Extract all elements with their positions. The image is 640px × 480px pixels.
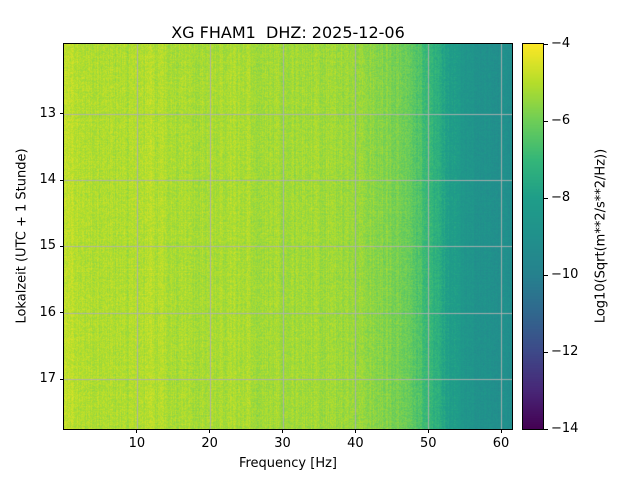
colorbar-canvas — [523, 44, 543, 429]
colorbar-tick-label: −4 — [551, 36, 571, 51]
x-tick-label: 50 — [419, 436, 437, 451]
y-tick-label: 17 — [39, 371, 56, 387]
colorbar-tick-mark — [544, 197, 548, 199]
y-tick-mark — [60, 245, 64, 247]
colorbar-tick-label: −14 — [551, 421, 579, 436]
x-tick-label: 40 — [347, 436, 364, 451]
colorbar-tick-label: −6 — [551, 113, 571, 128]
x-tick-mark — [209, 429, 211, 433]
colorbar-tick-mark — [544, 428, 548, 430]
colorbar-tick-mark — [544, 274, 548, 276]
y-tick-mark — [60, 113, 64, 115]
y-tick-label: 14 — [39, 172, 56, 188]
x-tick-mark — [136, 429, 138, 433]
x-tick-mark — [354, 429, 356, 433]
y-tick-label: 15 — [39, 238, 56, 254]
x-tick-label: 20 — [201, 436, 218, 451]
y-tick-mark — [60, 312, 64, 314]
y-tick-mark — [60, 378, 64, 380]
x-tick-mark — [427, 429, 429, 433]
x-tick-mark — [500, 429, 502, 433]
y-tick-label: 13 — [39, 105, 56, 121]
x-tick-label: 30 — [274, 436, 291, 451]
plot-title: XG FHAM1 DHZ: 2025-12-06 — [171, 23, 405, 42]
colorbar-tick-mark — [544, 120, 548, 122]
colorbar-tick-label: −8 — [551, 190, 571, 205]
y-tick-mark — [60, 179, 64, 181]
colorbar-tick-mark — [544, 351, 548, 353]
x-tick-mark — [282, 429, 284, 433]
colorbar-tick-label: −12 — [551, 344, 579, 359]
colorbar-tick-label: −10 — [551, 267, 579, 282]
x-axis-label: Frequency [Hz] — [238, 456, 338, 471]
colorbar-label: Log10(Sqrt(m**2/s**2/Hz)) — [593, 148, 609, 324]
heatmap-canvas — [64, 44, 512, 429]
y-tick-label: 16 — [39, 304, 56, 320]
x-tick-label: 60 — [492, 436, 510, 451]
x-tick-label: 10 — [128, 436, 146, 451]
colorbar-tick-mark — [544, 43, 548, 45]
